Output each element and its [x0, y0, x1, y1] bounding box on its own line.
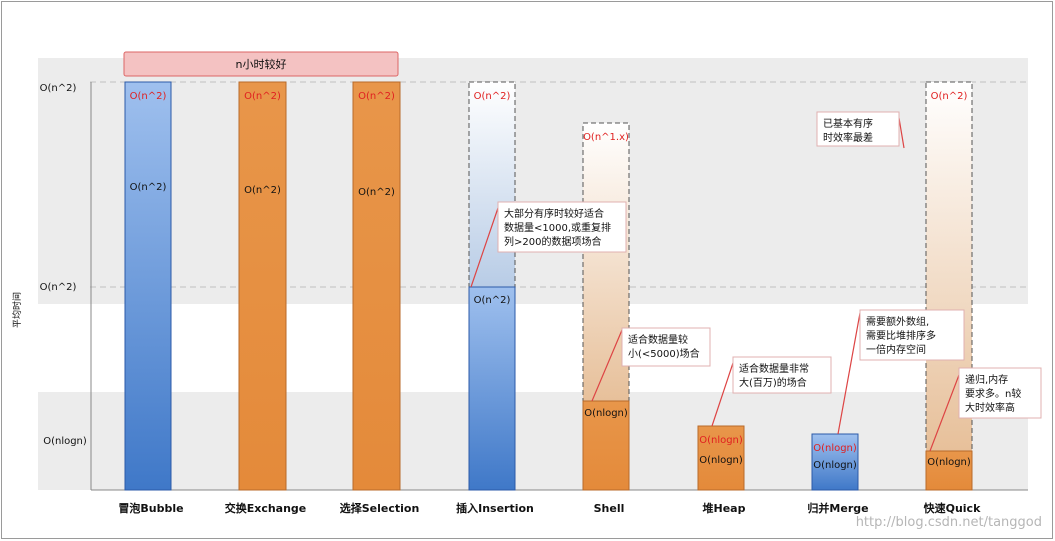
- callout-text: 小(<5000)场合: [628, 347, 700, 360]
- bar-top-label: O(nlogn): [699, 435, 743, 446]
- y-tick-label: O(nlogn): [43, 436, 87, 447]
- top-band: [38, 58, 1028, 304]
- bar-mid-label: O(n^2): [358, 187, 395, 198]
- category-label: 交换Exchange: [225, 501, 307, 515]
- bar-mid-label: O(n^2): [130, 182, 167, 193]
- callout-box: [816, 111, 900, 147]
- bar-mid-label: O(nlogn): [927, 457, 971, 468]
- callout-box: [732, 356, 832, 394]
- bar-mid-label: O(nlogn): [584, 408, 628, 419]
- category-label: 冒泡Bubble: [118, 501, 183, 515]
- bar-mid-label: O(n^2): [244, 185, 281, 196]
- bar-top-label: O(n^2): [244, 91, 281, 102]
- bar: [124, 81, 172, 491]
- bar-faded-part: [582, 122, 630, 402]
- category-label: 归并Merge: [807, 501, 868, 515]
- bar-top-label: O(n^2): [358, 91, 395, 102]
- top-banner-label: n小时较好: [236, 57, 287, 71]
- category-label: 插入Insertion: [456, 501, 534, 515]
- bar-top-label: O(n^1.x): [583, 132, 629, 143]
- y-axis-label: 平均时间: [11, 292, 23, 328]
- callout-leader: [837, 312, 861, 435]
- callout-text: 需要比堆排序多: [866, 329, 936, 342]
- bar-faded-part: [468, 81, 516, 288]
- bar: [468, 286, 516, 491]
- callout-box: [958, 367, 1042, 419]
- bar: [697, 425, 745, 491]
- callout-text: 需要额外数组,: [866, 315, 929, 328]
- top-banner: [123, 51, 399, 77]
- callout-text: 要求多。n较: [965, 387, 1021, 400]
- callout-text: 适合数据量较: [628, 333, 688, 346]
- callout-box: [497, 201, 627, 253]
- callout-text: 一倍内存空间: [866, 343, 926, 356]
- callout-leader: [591, 329, 623, 402]
- callout-leader: [929, 374, 960, 452]
- bar-top-label: O(n^2): [474, 91, 511, 102]
- y-tick-label: O(n^2): [40, 83, 77, 94]
- bar-top-label: O(n^2): [130, 91, 167, 102]
- callout-leader: [898, 117, 905, 149]
- callout-text: 大部分有序时较好适合: [504, 207, 604, 220]
- callout-text: 数据量<1000,或重复排: [504, 221, 611, 234]
- bar-mid-label: O(nlogn): [813, 460, 857, 471]
- y-tick-label: O(n^2): [40, 282, 77, 293]
- bar-top-label: O(nlogn): [813, 443, 857, 454]
- category-label: 快速Quick: [923, 501, 981, 515]
- callout-box: [621, 327, 711, 367]
- callout-text: 列>200的数据项场合: [504, 235, 601, 248]
- bar: [925, 450, 973, 491]
- callout-text: 大时效率高: [965, 401, 1015, 414]
- bottom-band: [38, 392, 1028, 490]
- bar-mid-label: O(nlogn): [699, 455, 743, 466]
- callout-leader: [711, 362, 734, 427]
- category-label: 选择Selection: [340, 501, 420, 515]
- callout-text: 大(百万)的场合: [739, 376, 807, 389]
- category-label: 堆Heap: [703, 501, 746, 515]
- callout-text: 时效率最差: [823, 131, 873, 144]
- callout-text: 递归,内存: [965, 373, 1008, 386]
- bar: [352, 81, 401, 491]
- callout-text: 适合数据量非常: [739, 362, 809, 375]
- bar-mid-label: O(n^2): [474, 295, 511, 306]
- watermark-text: http://blog.csdn.net/tanggod: [856, 515, 1042, 530]
- callout-text: 已基本有序: [823, 117, 873, 130]
- bar: [238, 81, 287, 491]
- bar: [811, 433, 859, 491]
- category-label: Shell: [594, 502, 625, 515]
- callout-box: [859, 309, 965, 361]
- bar: [582, 400, 630, 491]
- callout-leader: [470, 207, 499, 288]
- bar-top-label: O(n^2): [931, 91, 968, 102]
